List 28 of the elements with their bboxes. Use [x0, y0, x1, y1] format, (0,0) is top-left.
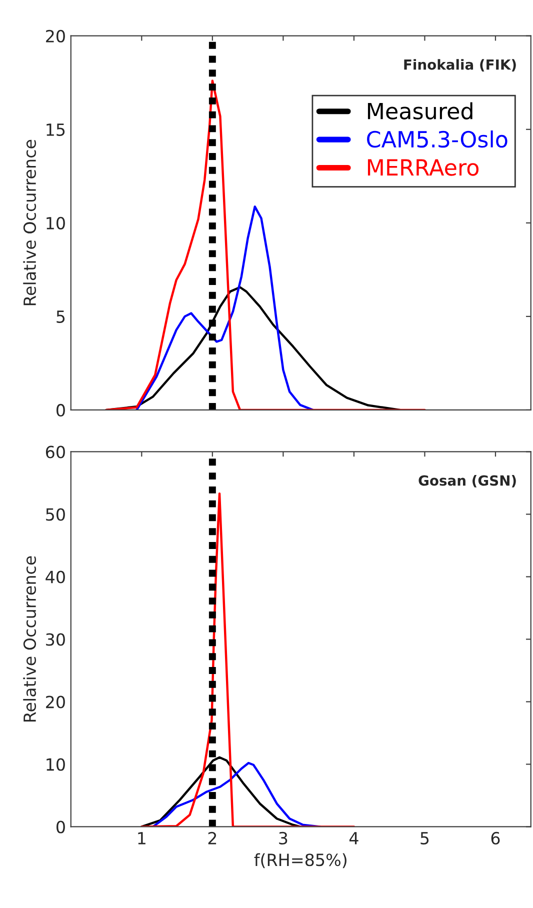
annotation: Gosan (GSN) [418, 475, 516, 488]
y-tick-label: 40 [46, 570, 65, 584]
x-tick-label: 6 [491, 832, 500, 844]
annotation: Finokalia (FIK) [404, 59, 516, 72]
x-tick-label: 1 [138, 832, 146, 844]
y-tick-label: 10 [46, 758, 65, 771]
y-tick-label: 15 [46, 124, 65, 136]
legend-label: CAM5.3-Oslo [367, 130, 508, 148]
y-tick-label: 20 [46, 30, 65, 42]
y-tick-label: 60 [46, 446, 65, 458]
y-tick-label: 20 [46, 696, 65, 708]
y-tick-label: 50 [46, 508, 65, 521]
x-tick-label: 3 [279, 832, 288, 844]
x-tick-label: 5 [420, 832, 429, 844]
x-tick-label: 4 [349, 832, 358, 844]
y-tick-label: 30 [46, 633, 65, 646]
legend-label: Measured [368, 102, 472, 120]
line-series [140, 492, 356, 827]
y-axis-title: Relative Occurrence [23, 140, 36, 306]
x-tick-label: 2 [208, 832, 216, 844]
y-tick-label: 5 [56, 310, 65, 324]
y-axis-title: Relative Occurrence [23, 556, 36, 722]
y-tick-label: 0 [56, 404, 65, 417]
y-tick-label: 0 [56, 820, 65, 834]
y-tick-label: 10 [46, 216, 65, 230]
line-series [136, 206, 314, 410]
legend-label: MERRAero [368, 159, 478, 176]
x-axis-title: f(RH=85%) [254, 853, 346, 868]
